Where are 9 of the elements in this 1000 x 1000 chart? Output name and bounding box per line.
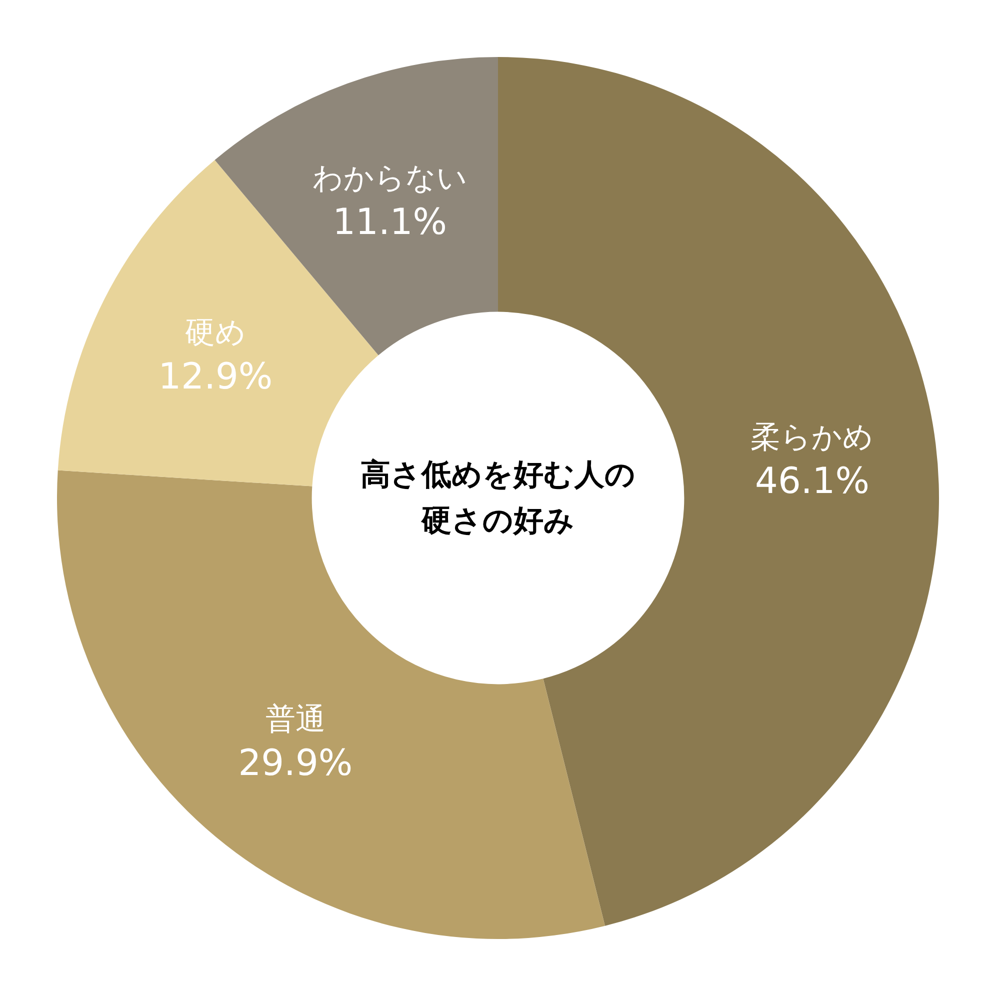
- slice-label: わからない: [312, 160, 468, 196]
- data-label: 29.9%: [238, 742, 353, 784]
- slice-label: 柔らかめ: [750, 420, 874, 455]
- data-label: 12.9%: [158, 356, 273, 398]
- data-label: 11.1%: [332, 202, 448, 243]
- data-label: 46.1%: [755, 460, 870, 502]
- text: 高さ低めを好む人の硬さの好み: [360, 458, 636, 538]
- slice-label: 硬め: [184, 316, 246, 351]
- slice-label: 普通: [265, 702, 326, 737]
